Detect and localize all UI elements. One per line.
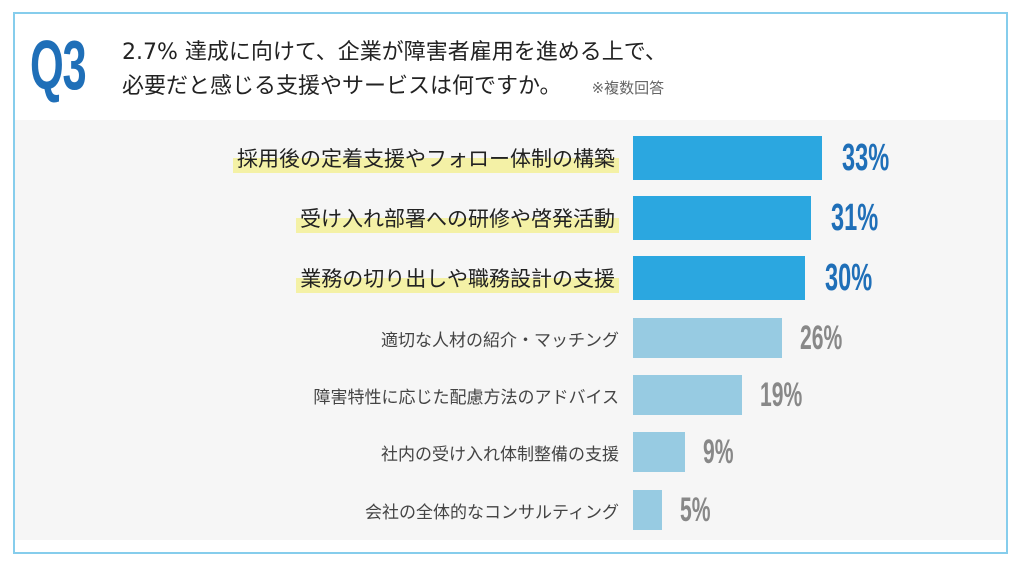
- question-title: 2.7% 達成に向けて、企業が障害者雇用を進める上で、 必要だと感じる支援やサー…: [122, 36, 667, 105]
- category-label: 受け入れ部署への研修や啓発活動: [296, 203, 619, 233]
- value-label: 19%: [759, 376, 803, 414]
- value-label: 31%: [830, 197, 878, 239]
- bar: [633, 136, 823, 180]
- value-label: 33%: [842, 137, 890, 179]
- value-label: 5%: [679, 491, 711, 529]
- bar: [633, 318, 782, 358]
- chart-panel: [15, 120, 1006, 540]
- bar: [633, 375, 742, 415]
- bar: [633, 432, 685, 472]
- value-label: 9%: [702, 433, 734, 471]
- category-label: 社内の受け入れ体制整備の支援: [381, 445, 619, 465]
- value-label: 26%: [799, 319, 843, 357]
- title-line-2: 必要だと感じる支援やサービスは何ですか。: [122, 74, 562, 99]
- bar: [633, 490, 662, 530]
- bar: [633, 256, 805, 300]
- category-label: 障害特性に応じた配慮方法のアドバイス: [313, 388, 620, 408]
- category-label: 会社の全体的なコンサルティング: [365, 503, 619, 523]
- question-number: Q3: [30, 26, 87, 104]
- category-label: 採用後の定着支援やフォロー体制の構築: [233, 143, 619, 173]
- multiple-answer-note: ※複数回答: [591, 79, 665, 97]
- title-line-1: 2.7% 達成に向けて、企業が障害者雇用を進める上で、: [122, 40, 667, 65]
- category-label: 適切な人材の紹介・マッチング: [381, 331, 619, 351]
- category-label: 業務の切り出しや職務設計の支援: [296, 263, 619, 293]
- value-label: 30%: [824, 257, 873, 299]
- bar: [633, 196, 811, 240]
